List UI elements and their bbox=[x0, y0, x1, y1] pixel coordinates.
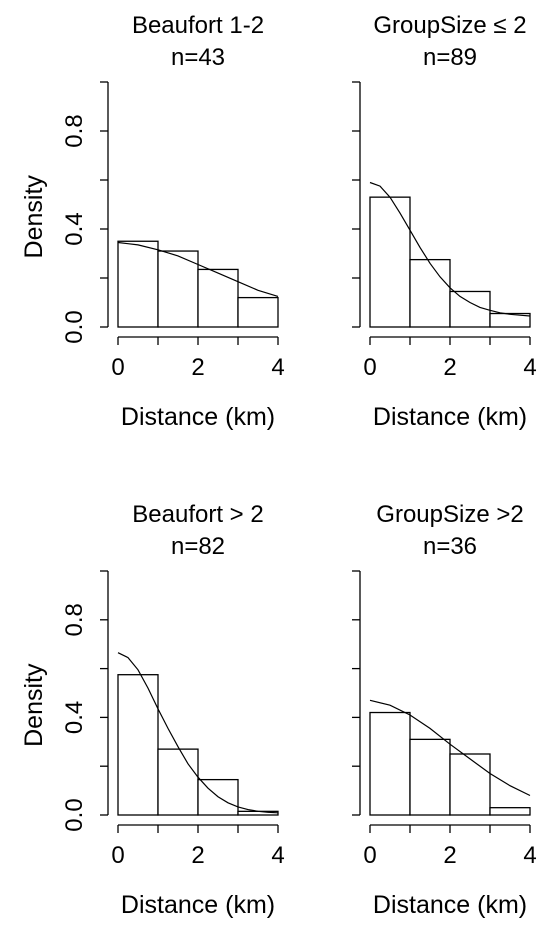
y-tick-label: 0.8 bbox=[61, 603, 88, 636]
fitted-density-curve bbox=[117, 652, 279, 814]
fitted-density-curve bbox=[117, 241, 279, 297]
y-tick-label: 0.4 bbox=[61, 701, 88, 734]
y-tick-label: 0.4 bbox=[61, 212, 88, 245]
x-tick-label: 2 bbox=[191, 354, 204, 381]
histogram-bar bbox=[237, 296, 279, 328]
chart-subtitle: n=36 bbox=[423, 533, 477, 560]
chart-panel: GroupSize >2 n=36 0 2 4 Distance (km) bbox=[352, 501, 537, 919]
chart-title: Beaufort > 2 bbox=[132, 501, 263, 528]
fitted-density-curve bbox=[369, 181, 531, 317]
x-tick-label: 0 bbox=[363, 354, 376, 381]
histogram-bar bbox=[449, 290, 491, 328]
histogram-bar bbox=[197, 268, 239, 328]
chart-title: GroupSize >2 bbox=[376, 501, 523, 528]
chart-panel: Beaufort > 2 n=82 0 2 4 Distance (km) 0.0 0.4 0.… bbox=[20, 501, 285, 919]
x-tick-label: 2 bbox=[191, 842, 204, 869]
x-tick-label: 0 bbox=[111, 354, 124, 381]
x-tick-label: 4 bbox=[271, 354, 284, 381]
chart-title: Beaufort 1-2 bbox=[132, 12, 264, 39]
histogram-bar bbox=[117, 674, 159, 816]
y-tick-label: 0.8 bbox=[61, 114, 88, 147]
histogram-bar bbox=[157, 250, 199, 328]
histogram-bar bbox=[489, 807, 531, 816]
histogram-bar bbox=[157, 748, 199, 816]
x-tick-label: 0 bbox=[111, 842, 124, 869]
x-tick-label: 2 bbox=[443, 354, 456, 381]
x-axis-label: Distance (km) bbox=[373, 891, 527, 919]
histogram-bar bbox=[117, 240, 159, 328]
x-tick-label: 2 bbox=[443, 842, 456, 869]
x-tick-label: 4 bbox=[271, 842, 284, 869]
histogram-bar bbox=[409, 258, 451, 328]
chart-panel: Beaufort 1-2 n=43 0 2 4 Distance (km) 0.0 0.4 0.… bbox=[20, 12, 285, 431]
x-tick-label: 4 bbox=[523, 842, 536, 869]
x-tick-label: 0 bbox=[363, 842, 376, 869]
chart-title: GroupSize ≤ 2 bbox=[373, 12, 526, 39]
x-tick-label: 4 bbox=[523, 354, 536, 381]
x-axis-label: Distance (km) bbox=[121, 403, 275, 431]
chart-subtitle: n=89 bbox=[423, 44, 477, 71]
y-axis-label: Density bbox=[20, 175, 48, 259]
y-tick-label: 0.0 bbox=[61, 798, 88, 831]
x-axis-label: Distance (km) bbox=[373, 403, 527, 431]
chart-subtitle: n=43 bbox=[171, 44, 225, 71]
chart-panel: GroupSize ≤ 2 n=89 0 2 4 Distance (km) bbox=[352, 12, 537, 431]
histogram-bar bbox=[369, 711, 411, 816]
x-axis-label: Distance (km) bbox=[121, 891, 275, 919]
fitted-density-curve bbox=[369, 699, 531, 797]
histogram-bar bbox=[369, 196, 411, 328]
histogram-bar bbox=[449, 753, 491, 816]
chart-subtitle: n=82 bbox=[171, 533, 225, 560]
histogram-bar bbox=[409, 738, 451, 816]
y-tick-label: 0.0 bbox=[61, 310, 88, 343]
histogram-bar bbox=[489, 312, 531, 328]
y-axis-label: Density bbox=[20, 663, 48, 747]
